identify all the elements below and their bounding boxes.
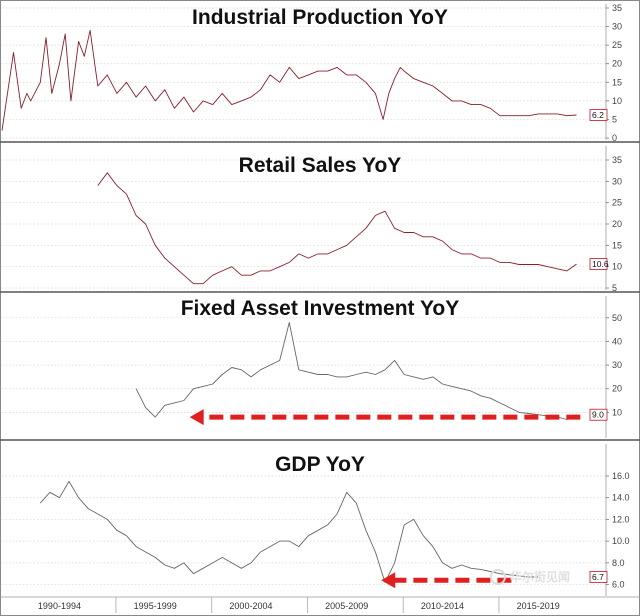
last-value-badge <box>589 109 608 121</box>
x-tick-label: 2005-2009 <box>325 601 368 611</box>
series-line <box>1 29 577 131</box>
last-value-label: 6.7 <box>592 572 604 582</box>
x-tick-label: 1990-1994 <box>38 601 81 611</box>
y-tick-label: 35 <box>612 155 622 165</box>
panel-title: Industrial Production YoY <box>192 6 448 29</box>
y-tick-label: 10 <box>612 262 622 272</box>
y-tick-label: 12.0 <box>612 514 630 524</box>
y-tick-label: 5 <box>612 283 617 293</box>
x-tick-label: 1995-1999 <box>134 601 177 611</box>
y-tick-label: 0 <box>612 133 617 143</box>
arrow-head <box>381 572 396 589</box>
watermark-logo-icon <box>490 569 506 585</box>
y-tick-label: 25 <box>612 198 622 208</box>
panel-title: GDP YoY <box>275 453 365 476</box>
y-tick-label: 20 <box>612 59 622 69</box>
watermark: 华尔街见闻 <box>490 569 570 585</box>
y-tick-label: 20 <box>612 384 622 394</box>
panel-4: 6.0 8.0 10.0 12.0 14.0 16.0 6.7 GDP YoY <box>2 444 630 596</box>
y-tick-label: 20 <box>612 219 622 229</box>
y-tick-label: 10 <box>612 407 622 417</box>
x-tick-label: 2010-2014 <box>421 601 464 611</box>
y-tick-label: 15 <box>612 240 622 250</box>
x-tick-label: 2000-2004 <box>229 601 272 611</box>
y-tick-label: 6.0 <box>612 580 625 590</box>
series-line <box>135 322 577 420</box>
y-tick-label: 10 <box>612 96 622 106</box>
highlight-arrow <box>381 572 512 589</box>
panel-title: Fixed Asset Investment YoY <box>181 297 460 320</box>
x-tick-label: 2015-2019 <box>517 601 560 611</box>
panel-2: 5 10 15 20 25 30 35 10.6 Retail Sales YoY <box>2 146 622 293</box>
y-tick-label: 15 <box>612 77 622 87</box>
y-tick-label: 25 <box>612 40 622 50</box>
y-tick-label: 10.0 <box>612 536 630 546</box>
y-tick-label: 30 <box>612 22 622 32</box>
y-tick-label: 30 <box>612 176 622 186</box>
y-tick-label: 35 <box>612 3 622 13</box>
watermark-text: 华尔街见闻 <box>510 569 570 584</box>
panel-3: 10 20 30 40 50 9.0 Fixed Asset Investment YoY <box>2 296 622 438</box>
y-tick-label: 40 <box>612 336 622 346</box>
y-tick-label: 16.0 <box>612 471 630 481</box>
y-tick-label: 50 <box>612 313 622 323</box>
last-value-badge <box>589 408 608 421</box>
y-tick-label: 8.0 <box>612 558 625 568</box>
arrow-head <box>189 409 204 426</box>
panel-title: Retail Sales YoY <box>239 154 402 177</box>
y-tick-label: 14.0 <box>612 493 630 503</box>
panel-1: 0 5 10 15 20 25 30 35 6.2 Industrial Production Y… <box>1 3 622 143</box>
last-value-badge <box>589 571 608 583</box>
y-tick-label: 30 <box>612 360 622 370</box>
x-axis: 1990-1994 1995-1999 2000-2004 2005-2009 2010… <box>0 596 640 613</box>
last-value-label: 6.2 <box>592 110 604 120</box>
y-tick-label: 5 <box>612 114 617 124</box>
series-line <box>39 480 539 583</box>
last-value-label: 10.6 <box>592 259 609 269</box>
highlight-arrow <box>189 409 581 426</box>
series-line <box>97 172 577 285</box>
last-value-badge <box>589 258 608 271</box>
last-value-label: 9.0 <box>592 410 604 420</box>
